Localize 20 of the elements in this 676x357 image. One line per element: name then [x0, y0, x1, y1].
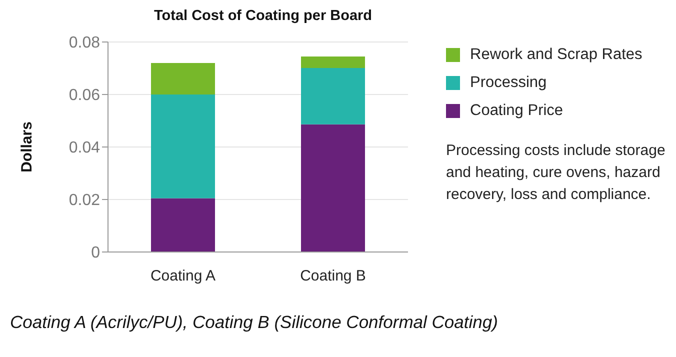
bar	[301, 68, 365, 124]
bar	[301, 124, 365, 252]
y-tick-label: 0.06	[68, 87, 100, 104]
y-axis-title: Dollars	[18, 122, 36, 172]
text: Processing costs include storage and heating, cure ovens, hazard recovery, loss and compliance.	[446, 141, 666, 205]
y-tick-label: 0.08	[68, 34, 100, 52]
chart-title: Total Cost of Coating per Board	[152, 8, 374, 24]
text: Coating A (Acrilyc/PU), Coating B (Silicone Conformal Coating)	[10, 312, 498, 333]
y-tick-label: 0	[91, 244, 100, 262]
bar	[301, 56, 365, 68]
legend-label: Coating Price	[470, 102, 564, 120]
y-tick-label: 0.02	[68, 192, 100, 210]
y-tick-label: 0.04	[68, 140, 100, 157]
bar	[151, 63, 215, 94]
legend-label: Processing	[470, 74, 547, 92]
x-tick-label: Coating A	[150, 268, 216, 285]
bar	[151, 198, 215, 252]
bar	[151, 94, 215, 198]
legend-label: Rework and Scrap Rates	[470, 46, 642, 64]
x-tick-label: Coating B	[300, 268, 366, 285]
